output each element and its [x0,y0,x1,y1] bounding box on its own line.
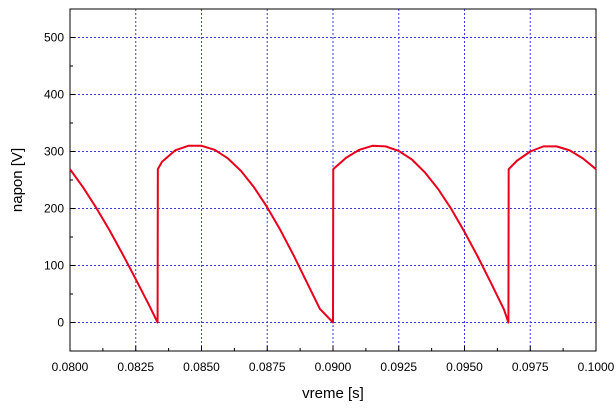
x-tick-label: 0.0975 [512,360,549,374]
y-tick-label: 400 [44,88,64,102]
x-tick-label: 0.0800 [52,360,89,374]
x-tick-label: 0.0850 [183,360,220,374]
y-tick-label: 0 [57,316,64,330]
x-tick-label: 0.0825 [117,360,154,374]
axis-ticks: 0.0800 0.0825 0.0850 0.0875 0.0900 0.0925 0.09… [44,8,615,374]
y-tick-label: 200 [44,202,64,216]
x-tick-label: 0.0875 [249,360,286,374]
y-axis-title: napon [V] [9,148,26,212]
x-tick-label: 0.0950 [446,360,483,374]
x-tick-label: 0.1000 [578,360,615,374]
x-axis-title: vreme [s] [302,385,364,402]
y-tick-label: 100 [44,259,64,273]
series-line [69,144,597,324]
x-tick-label: 0.0925 [380,360,417,374]
x-tick-label: 0.0900 [315,360,352,374]
series-layer [69,144,597,324]
y-tick-label: 500 [44,31,64,45]
y-tick-label: 300 [44,145,64,159]
